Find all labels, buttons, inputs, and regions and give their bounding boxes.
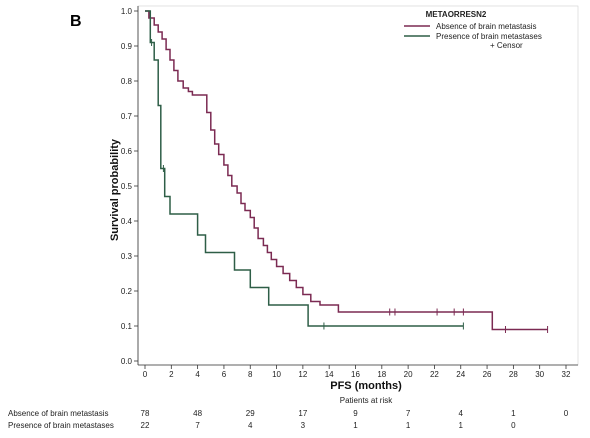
- y-tick-label: 0.1: [121, 322, 133, 331]
- x-tick-label: 32: [562, 370, 571, 379]
- x-tick-label: 22: [430, 370, 439, 379]
- y-tick-label: 0.6: [121, 147, 133, 156]
- risk-value: 1: [406, 421, 411, 430]
- legend: METAORRESN2 Absence of brain metastasis …: [404, 10, 542, 50]
- x-tick-label: 10: [272, 370, 281, 379]
- y-tick-label: 0.5: [121, 182, 133, 191]
- y-tick-label: 0.0: [121, 357, 133, 366]
- legend-label-presence: Presence of brain metastases: [436, 32, 542, 41]
- risk-value: 48: [193, 409, 202, 418]
- legend-title: METAORRESN2: [426, 10, 487, 19]
- x-tick-label: 24: [456, 370, 465, 379]
- risk-table-title: Patients at risk: [340, 396, 393, 405]
- y-tick-label: 0.4: [121, 217, 133, 226]
- x-axis-ticks: 0 2 4 6 8 10 12 14 16 18 20 22 24 26 28 30 32: [143, 365, 571, 379]
- x-tick-label: 6: [222, 370, 227, 379]
- risk-row-label-presence: Presence of brain metastases: [8, 421, 114, 430]
- risk-row-label-absence: Absence of brain metastasis: [8, 409, 109, 418]
- risk-value: 7: [406, 409, 411, 418]
- risk-value: 1: [511, 409, 516, 418]
- legend-label-absence: Absence of brain metastasis: [436, 22, 537, 31]
- risk-value: 1: [459, 421, 464, 430]
- risk-table-values: 78 48 29 17 9 7 4 1 0 22 7 4 3 1 1 1 0: [141, 409, 569, 430]
- series-layer: [145, 10, 549, 333]
- y-tick-label: 0.7: [121, 112, 133, 121]
- plot-frame: [137, 5, 579, 366]
- risk-value: 29: [246, 409, 255, 418]
- x-tick-label: 16: [351, 370, 360, 379]
- x-tick-label: 12: [298, 370, 307, 379]
- y-tick-label: 1.0: [121, 7, 133, 16]
- x-tick-label: 4: [195, 370, 200, 379]
- risk-value: 3: [301, 421, 306, 430]
- risk-value: 17: [298, 409, 307, 418]
- y-tick-label: 0.9: [121, 42, 133, 51]
- risk-value: 4: [459, 409, 464, 418]
- x-tick-label: 20: [404, 370, 413, 379]
- risk-value: 4: [248, 421, 253, 430]
- legend-censor-label: + Censor: [490, 41, 523, 50]
- risk-value: 7: [195, 421, 200, 430]
- x-tick-label: 28: [509, 370, 518, 379]
- risk-value: 1: [353, 421, 358, 430]
- risk-value: 9: [353, 409, 358, 418]
- y-tick-label: 0.3: [121, 252, 133, 261]
- risk-value: 22: [141, 421, 150, 430]
- series-line-absence: [145, 10, 548, 331]
- y-tick-label: 0.2: [121, 287, 133, 296]
- series-line-presence: [145, 10, 464, 327]
- risk-value: 78: [141, 409, 150, 418]
- x-tick-label: 2: [169, 370, 174, 379]
- x-tick-label: 8: [248, 370, 253, 379]
- x-tick-label: 18: [377, 370, 386, 379]
- x-axis-label: PFS (months): [330, 380, 402, 392]
- x-tick-label: 26: [483, 370, 492, 379]
- x-tick-label: 14: [325, 370, 334, 379]
- y-tick-label: 0.8: [121, 77, 133, 86]
- x-tick-label: 30: [535, 370, 544, 379]
- risk-value: 0: [564, 409, 569, 418]
- risk-value: 0: [511, 421, 516, 430]
- panel-label: B: [70, 13, 82, 30]
- y-axis-label: Survival probability: [109, 138, 121, 241]
- x-tick-label: 0: [143, 370, 148, 379]
- y-axis-ticks: 0.0 0.1 0.2 0.3 0.4 0.5 0.6 0.7 0.8 0.9 1.0: [121, 7, 138, 366]
